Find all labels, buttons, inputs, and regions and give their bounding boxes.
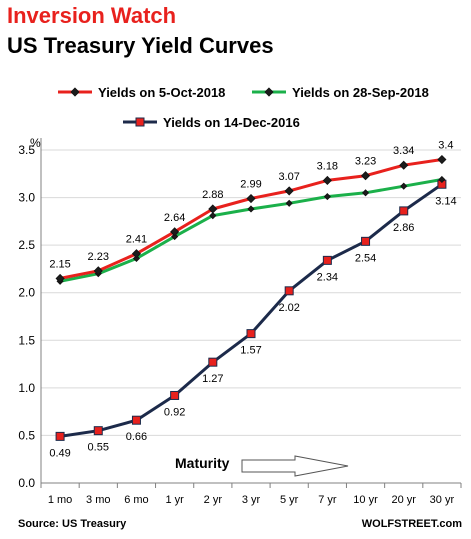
data-label: 3.07 (278, 171, 299, 183)
data-label: 3.23 (355, 156, 376, 168)
data-label: 2.02 (278, 302, 299, 314)
data-point-marker (285, 199, 293, 207)
data-point-marker (438, 175, 446, 184)
data-point-marker (247, 205, 255, 213)
data-point-marker (437, 154, 447, 165)
legend-marker (264, 87, 274, 97)
data-point-marker (361, 189, 370, 197)
x-tick-label: 3 yr (242, 494, 261, 506)
data-point-marker (208, 357, 218, 367)
data-point-marker (131, 249, 142, 259)
data-label: 2.54 (355, 252, 376, 264)
data-point-marker (284, 286, 294, 296)
y-tick-label: 1.5 (18, 333, 35, 347)
legend-label: Yields on 14-Dec-2016 (163, 115, 300, 130)
brand-label: WOLFSTREET.com (361, 518, 462, 530)
data-label: 1.57 (240, 345, 261, 357)
data-point-marker (132, 254, 141, 263)
data-label: 2.15 (49, 258, 70, 270)
chart-title: Inversion Watch (7, 3, 177, 28)
data-point-marker (322, 255, 332, 265)
data-label: 2.86 (393, 222, 414, 234)
data-label: 3.14 (435, 195, 456, 207)
data-label: 2.23 (88, 251, 109, 263)
data-point-marker (360, 171, 371, 181)
y-tick-label: 3.5 (18, 143, 35, 157)
data-point-marker (361, 236, 371, 246)
legend-label: Yields on 5-Oct-2018 (98, 85, 225, 100)
data-point-marker (131, 415, 141, 425)
x-tick-label: 5 yr (280, 494, 299, 506)
data-point-marker (55, 431, 65, 441)
y-axis-label: % (30, 136, 41, 150)
x-tick-label: 6 mo (124, 494, 148, 506)
x-tick-label: 7 yr (318, 494, 337, 506)
y-tick-label: 3.0 (18, 191, 35, 205)
data-label: 0.55 (88, 442, 109, 454)
data-label: 2.88 (202, 189, 223, 201)
y-tick-label: 2.0 (18, 286, 35, 300)
x-tick-label: 1 mo (48, 494, 72, 506)
data-point-marker (322, 175, 332, 186)
data-point-marker (93, 426, 103, 436)
x-tick-label: 1 yr (165, 494, 184, 506)
x-tick-label: 20 yr (391, 494, 416, 506)
data-point-marker (55, 273, 65, 284)
data-label: 2.99 (240, 179, 261, 191)
data-point-marker (399, 206, 409, 216)
y-tick-label: 0.0 (18, 476, 35, 490)
data-point-marker (171, 233, 179, 241)
data-label: 0.49 (49, 447, 70, 459)
series-line (59, 183, 443, 438)
data-label: 3.34 (393, 145, 414, 157)
data-point-marker (93, 266, 103, 276)
x-tick-label: 2 yr (204, 494, 223, 506)
x-tick-label: 10 yr (353, 494, 378, 506)
series-line (59, 158, 443, 280)
data-point-marker (209, 212, 217, 220)
data-label: 1.27 (202, 373, 223, 385)
legend-label: Yields on 28-Sep-2018 (292, 85, 429, 100)
data-point-marker (400, 182, 408, 190)
legend-marker (135, 117, 145, 127)
data-point-marker (399, 160, 409, 170)
data-label: 2.34 (317, 271, 338, 283)
source-note: Source: US Treasury (18, 518, 127, 530)
data-point-marker (246, 329, 256, 339)
y-tick-label: 0.5 (18, 428, 35, 442)
y-tick-label: 1.0 (18, 381, 35, 395)
x-tick-label: 3 mo (86, 494, 110, 506)
data-label: 2.41 (126, 234, 147, 246)
data-label: 3.18 (317, 160, 338, 172)
legend-marker (70, 87, 80, 97)
x-tick-label: 30 yr (430, 494, 455, 506)
chart-subtitle: US Treasury Yield Curves (7, 33, 274, 58)
data-label: 2.64 (164, 212, 185, 224)
data-point-marker (246, 193, 256, 204)
maturity-annotation: Maturity (175, 455, 230, 471)
data-point-marker (208, 204, 218, 214)
y-tick-label: 2.5 (18, 238, 35, 252)
data-label: 3.4 (438, 140, 453, 152)
data-point-marker (323, 193, 331, 201)
data-label: 0.66 (126, 431, 147, 443)
data-point-marker (170, 390, 180, 400)
data-point-marker (170, 227, 180, 237)
data-point-marker (284, 186, 294, 196)
data-label: 0.92 (164, 406, 185, 418)
maturity-arrow-icon (241, 455, 349, 477)
